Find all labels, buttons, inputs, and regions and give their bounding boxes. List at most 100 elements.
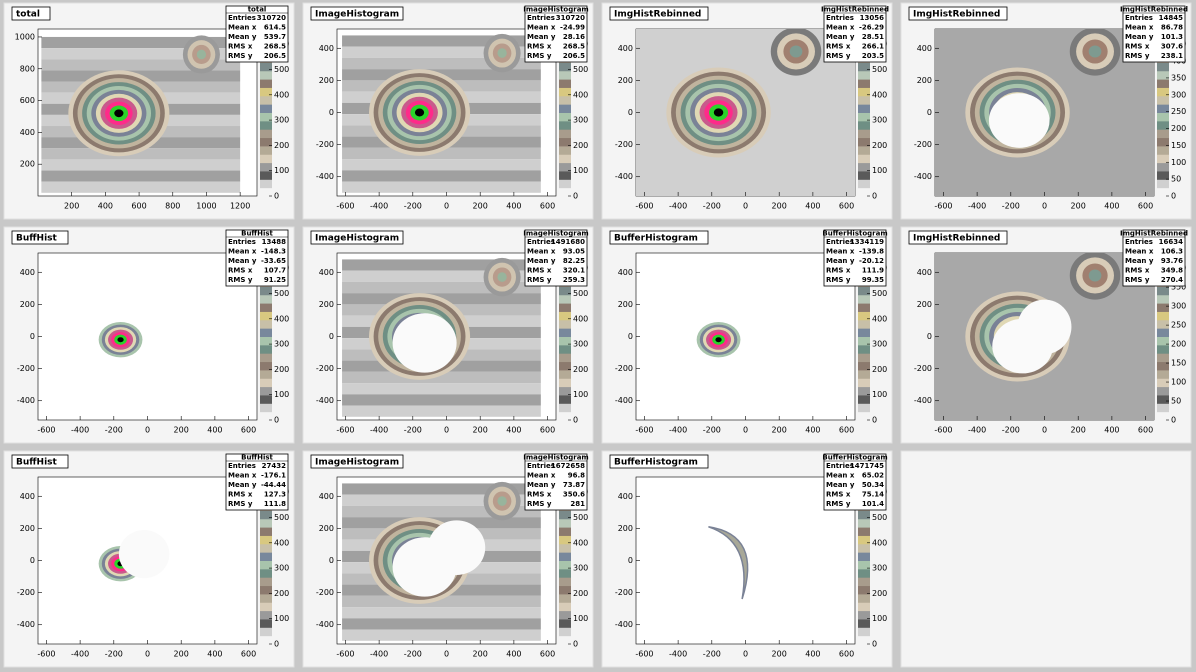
palette-cell <box>260 319 272 329</box>
stats-label: Mean y <box>1125 257 1154 265</box>
pad: -600 -400 -200 0 200 400 600 -400 -200 0 200 400 0 10… <box>302 2 594 220</box>
stats-title: ImageHistogram <box>523 454 588 462</box>
x-tick-label: -600 <box>635 202 653 211</box>
background-band <box>342 607 541 619</box>
stats-label: Entries <box>527 238 555 246</box>
palette-cell <box>858 560 870 570</box>
palette-cell <box>858 369 870 379</box>
heatmap <box>98 322 143 358</box>
x-tick-label: -600 <box>934 426 952 435</box>
stats-value: 268.5 <box>563 43 585 51</box>
z-tick-label: 200 <box>274 365 289 374</box>
x-tick-label: 400 <box>506 202 521 211</box>
palette-cell <box>559 568 571 578</box>
background-band <box>41 159 241 171</box>
pad-frame <box>900 450 1192 668</box>
palette-cell <box>260 137 272 147</box>
palette-cell <box>559 62 571 72</box>
palette-cell <box>260 552 272 561</box>
y-tick-label: -200 <box>316 140 334 149</box>
palette-cell <box>1157 145 1169 155</box>
background-band <box>41 148 241 160</box>
stats-label: Mean x <box>826 248 855 256</box>
stats-value: 75.14 <box>862 491 884 499</box>
pad-title: ImgHistRebinned <box>913 234 1000 244</box>
title-box <box>609 6 709 21</box>
empty-region <box>427 520 486 575</box>
pad <box>900 450 1192 668</box>
stats-value: 50.34 <box>862 481 884 489</box>
y-tick-label: 400 <box>319 268 334 277</box>
x-tick-label: 0 <box>444 650 449 659</box>
z-tick-label: 200 <box>573 365 588 374</box>
palette-cell <box>1157 328 1169 337</box>
palette-cell <box>559 403 571 413</box>
palette-cell <box>559 187 571 197</box>
z-tick-label: 50 <box>1171 175 1181 184</box>
palette-cell <box>1157 294 1169 304</box>
stats-label: Entries <box>1125 14 1153 22</box>
pad: -600 -400 -200 0 200 400 600 -400 -200 0 200 400 0 10… <box>3 226 295 444</box>
x-tick-label: -600 <box>336 650 354 659</box>
stats-label: Mean y <box>228 481 257 489</box>
x-tick-label: -200 <box>1002 426 1020 435</box>
x-tick-label: -200 <box>105 426 123 435</box>
y-tick-label: -200 <box>914 364 932 373</box>
z-tick-label: 300 <box>1171 90 1186 99</box>
y-tick-label: 0 <box>927 332 932 341</box>
z-tick-label: 200 <box>872 589 887 598</box>
stats-label: RMS y <box>1125 276 1150 284</box>
stats-title: ImageHistogram <box>523 6 588 14</box>
palette-cell <box>1157 62 1169 72</box>
palette-cell <box>858 518 870 528</box>
palette-cell <box>858 411 870 421</box>
x-tick-label: -200 <box>105 650 123 659</box>
stats-value: 27432 <box>262 462 286 470</box>
palette-cell <box>858 585 870 595</box>
stats-value: -26.29 <box>859 24 884 32</box>
palette-cell <box>559 510 571 520</box>
stats-title: BuffHist <box>241 230 273 238</box>
z-tick-label: 150 <box>1171 141 1186 150</box>
palette-cell <box>858 378 870 388</box>
blob-main <box>713 108 724 117</box>
x-tick-label: -200 <box>703 650 721 659</box>
stats-label: Mean x <box>826 472 855 480</box>
palette-cell <box>260 585 272 595</box>
palette-cell <box>559 129 571 139</box>
stats-label: RMS x <box>527 491 552 499</box>
title-box <box>11 6 51 21</box>
pad-title: BuffHist <box>16 458 58 468</box>
title-box <box>310 454 404 469</box>
x-tick-label: -400 <box>669 650 687 659</box>
pad: -600 -400 -200 0 200 400 600 -400 -200 0 200 400 0 10… <box>302 226 594 444</box>
pad: -600 -400 -200 0 200 400 600 -400 -200 0 200 400 0 10… <box>601 450 893 668</box>
palette-cell <box>858 635 870 645</box>
y-tick-label: 400 <box>917 44 932 53</box>
pad-title: BufferHistogram <box>614 234 698 244</box>
palette-cell <box>1157 137 1169 147</box>
palette-cell <box>260 535 272 545</box>
palette-cell <box>260 311 272 321</box>
palette-cell <box>858 294 870 304</box>
y-tick-label: -200 <box>17 588 35 597</box>
pad: -600 -400 -200 0 200 400 600 -400 -200 0 200 400 0 50… <box>900 226 1192 444</box>
stats-label: RMS y <box>826 52 851 60</box>
palette-cell <box>260 286 272 296</box>
y-tick-label: 200 <box>618 300 633 309</box>
stats-label: RMS y <box>826 500 851 508</box>
palette-cell <box>1157 394 1169 404</box>
z-tick-label: 400 <box>573 314 588 323</box>
palette-cell <box>1157 344 1169 354</box>
x-tick-label: 200 <box>1071 202 1086 211</box>
background-band <box>342 170 541 182</box>
stats-value: 16634 <box>1159 238 1183 246</box>
palette-cell <box>858 386 870 396</box>
palette-cell <box>858 328 870 337</box>
stats-title: BufferHistogram <box>822 454 887 462</box>
x-tick-label: 0 <box>743 650 748 659</box>
z-tick-label: 100 <box>274 614 289 623</box>
stats-title: ImageHistogram <box>523 230 588 238</box>
stats-label: RMS y <box>228 276 253 284</box>
palette-cell <box>858 112 870 122</box>
